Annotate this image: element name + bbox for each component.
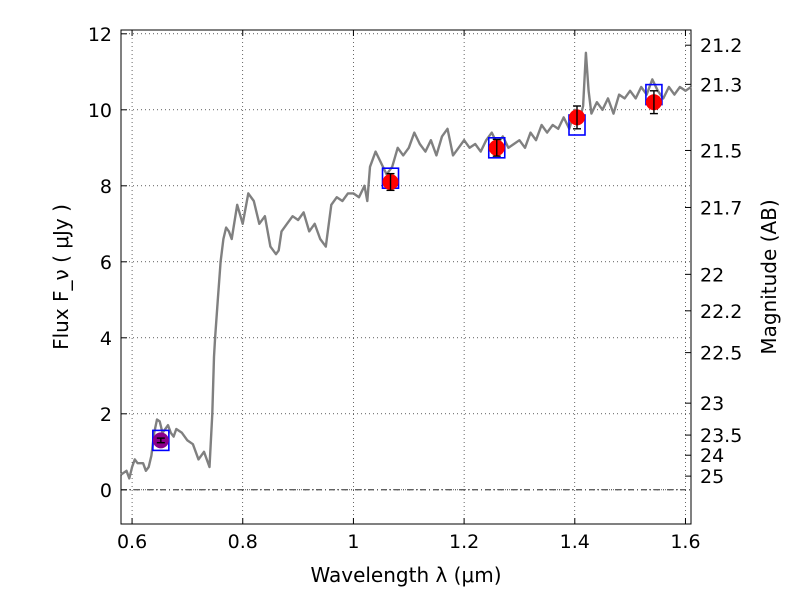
right-tick-label: 21.3 <box>700 74 742 96</box>
right-axis-title: Magnitude (AB) <box>757 199 781 354</box>
y-tick-label: 0 <box>100 480 112 502</box>
right-tick-label: 21.2 <box>700 35 742 57</box>
right-tick-label: 24 <box>700 445 724 467</box>
x-tick-label: 0.8 <box>228 531 258 553</box>
right-tick-label: 21.5 <box>700 140 742 162</box>
right-tick-label: 23 <box>700 393 724 415</box>
y-axis-title: Flux F_ν ( μJy ) <box>49 204 73 350</box>
spectrum-line <box>120 51 692 480</box>
x-ticks: 0.6 0.8 1 1.2 1.4 1.6 <box>117 30 701 553</box>
right-tick-label: 22 <box>700 264 724 286</box>
grid-lines <box>121 30 691 524</box>
x-tick-label: 1.2 <box>449 531 479 553</box>
x-tick-label: 0.6 <box>117 531 147 553</box>
y-tick-label: 6 <box>100 252 112 274</box>
x-tick-label: 1.4 <box>560 531 590 553</box>
y-tick-label: 2 <box>100 404 112 426</box>
right-tick-label: 25 <box>700 466 724 488</box>
right-tick-label: 22.5 <box>700 343 742 365</box>
plot-frame <box>120 29 692 525</box>
y-ticks: 0 2 4 6 8 10 12 <box>88 24 127 502</box>
y-tick-label: 10 <box>88 100 112 122</box>
right-tick-label: 22.2 <box>700 301 742 323</box>
right-tick-label: 23.5 <box>700 425 742 447</box>
x-axis-title: Wavelength λ (μm) <box>310 563 501 587</box>
y-tick-label: 8 <box>100 176 112 198</box>
spectrum-group <box>120 51 692 480</box>
observed-points <box>152 90 662 449</box>
x-tick-label: 1.6 <box>670 531 700 553</box>
y-tick-label: 12 <box>88 24 112 46</box>
x-tick-label: 1 <box>347 531 359 553</box>
y-tick-label: 4 <box>100 328 112 350</box>
right-tick-label: 21.7 <box>700 197 742 219</box>
